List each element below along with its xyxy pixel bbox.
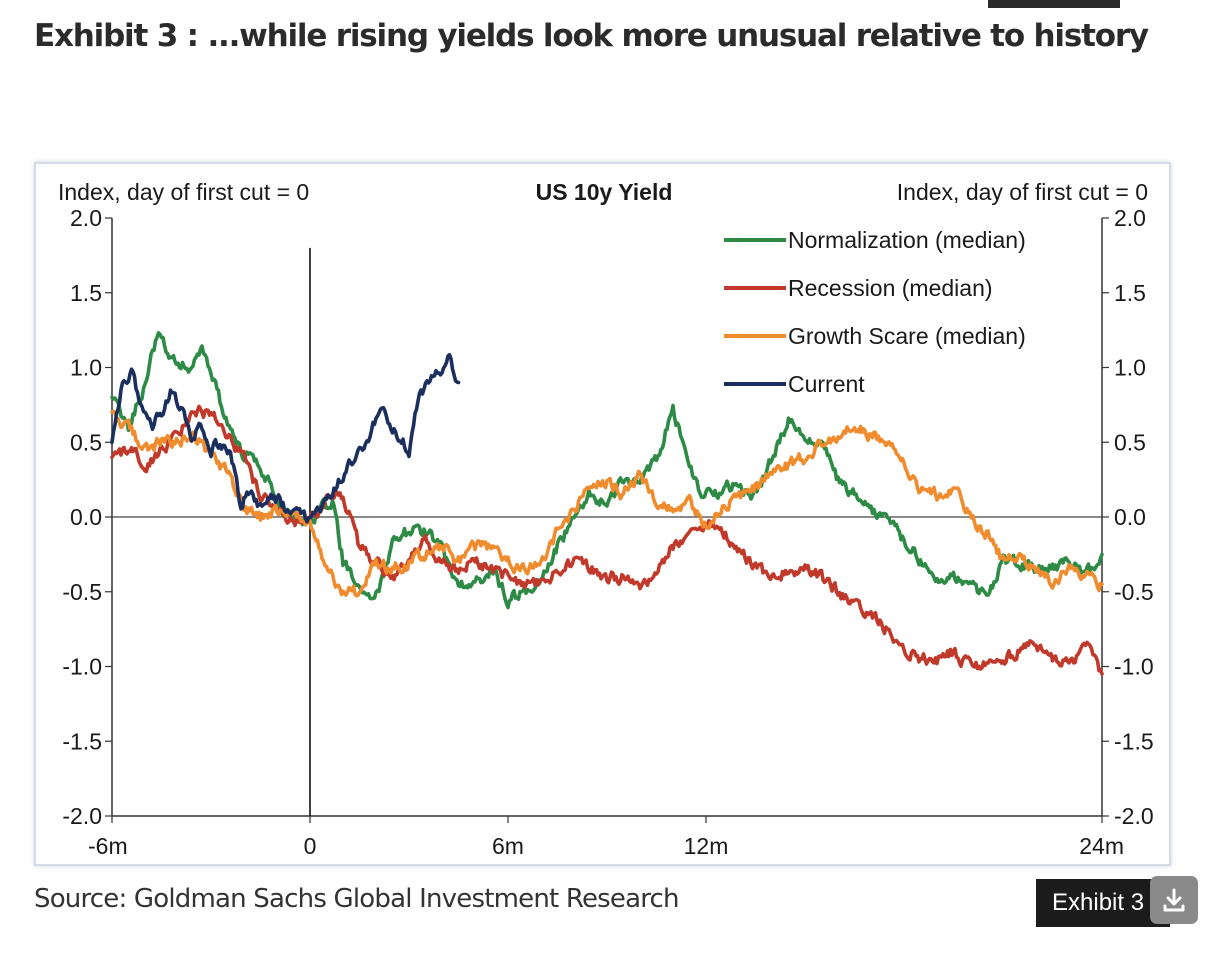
x-tick-label: 6m [492, 833, 524, 859]
exhibit-label: Exhibit 3 [1036, 879, 1170, 927]
y-tick-label-right: -2.0 [1114, 803, 1154, 829]
download-button[interactable] [1150, 876, 1198, 924]
x-tick-label: -6m [88, 833, 128, 859]
left-axis-label: Index, day of first cut = 0 [58, 179, 309, 205]
chart-title: US 10y Yield [536, 179, 673, 205]
chart-frame: Normalization (median) Recession (median)… [34, 162, 1171, 866]
y-tick-label-right: 0.0 [1114, 504, 1146, 530]
source-note: Source: Goldman Sachs Global Investment … [34, 884, 680, 914]
us-10y-yield-chart: Normalization (median) Recession (median)… [58, 179, 1154, 859]
y-tick-label-left: 0.0 [70, 504, 102, 530]
legend-item-label: Growth Scare (median) [788, 323, 1026, 349]
right-axis-label: Index, day of first cut = 0 [897, 179, 1148, 205]
previous-exhibit-tab [988, 0, 1120, 8]
y-tick-label-left: -1.5 [62, 728, 102, 754]
y-tick-label-right: -1.5 [1114, 728, 1154, 754]
y-tick-label-left: 0.5 [70, 429, 102, 455]
x-tick-label: 12m [684, 833, 729, 859]
series-line-0 [110, 331, 1104, 610]
exhibit-title: Exhibit 3 : ...while rising yields look … [34, 18, 1149, 54]
legend-item-label: Current [788, 371, 865, 397]
x-tick-label: 24m [1079, 833, 1124, 859]
y-tick-label-right: 2.0 [1114, 205, 1146, 231]
y-tick-label-left: 1.0 [70, 355, 102, 381]
y-tick-label-right: -1.0 [1114, 654, 1154, 680]
y-tick-label-left: -2.0 [62, 803, 102, 829]
y-tick-label-left: -1.0 [62, 654, 102, 680]
y-tick-label-right: 0.5 [1114, 429, 1146, 455]
download-icon [1163, 888, 1185, 912]
series-line-1 [110, 404, 1104, 676]
x-tick-label: 0 [304, 833, 317, 859]
series-line-3 [110, 353, 461, 524]
legend-item-label: Recession (median) [788, 275, 993, 301]
y-tick-label-right: 1.0 [1114, 355, 1146, 381]
y-tick-label-left: 1.5 [70, 280, 102, 306]
y-tick-label-right: -0.5 [1114, 579, 1154, 605]
y-tick-label-left: -0.5 [62, 579, 102, 605]
y-tick-label-left: 2.0 [70, 205, 102, 231]
series-line-2 [110, 409, 1104, 598]
legend-item-label: Normalization (median) [788, 227, 1026, 253]
y-tick-label-right: 1.5 [1114, 280, 1146, 306]
